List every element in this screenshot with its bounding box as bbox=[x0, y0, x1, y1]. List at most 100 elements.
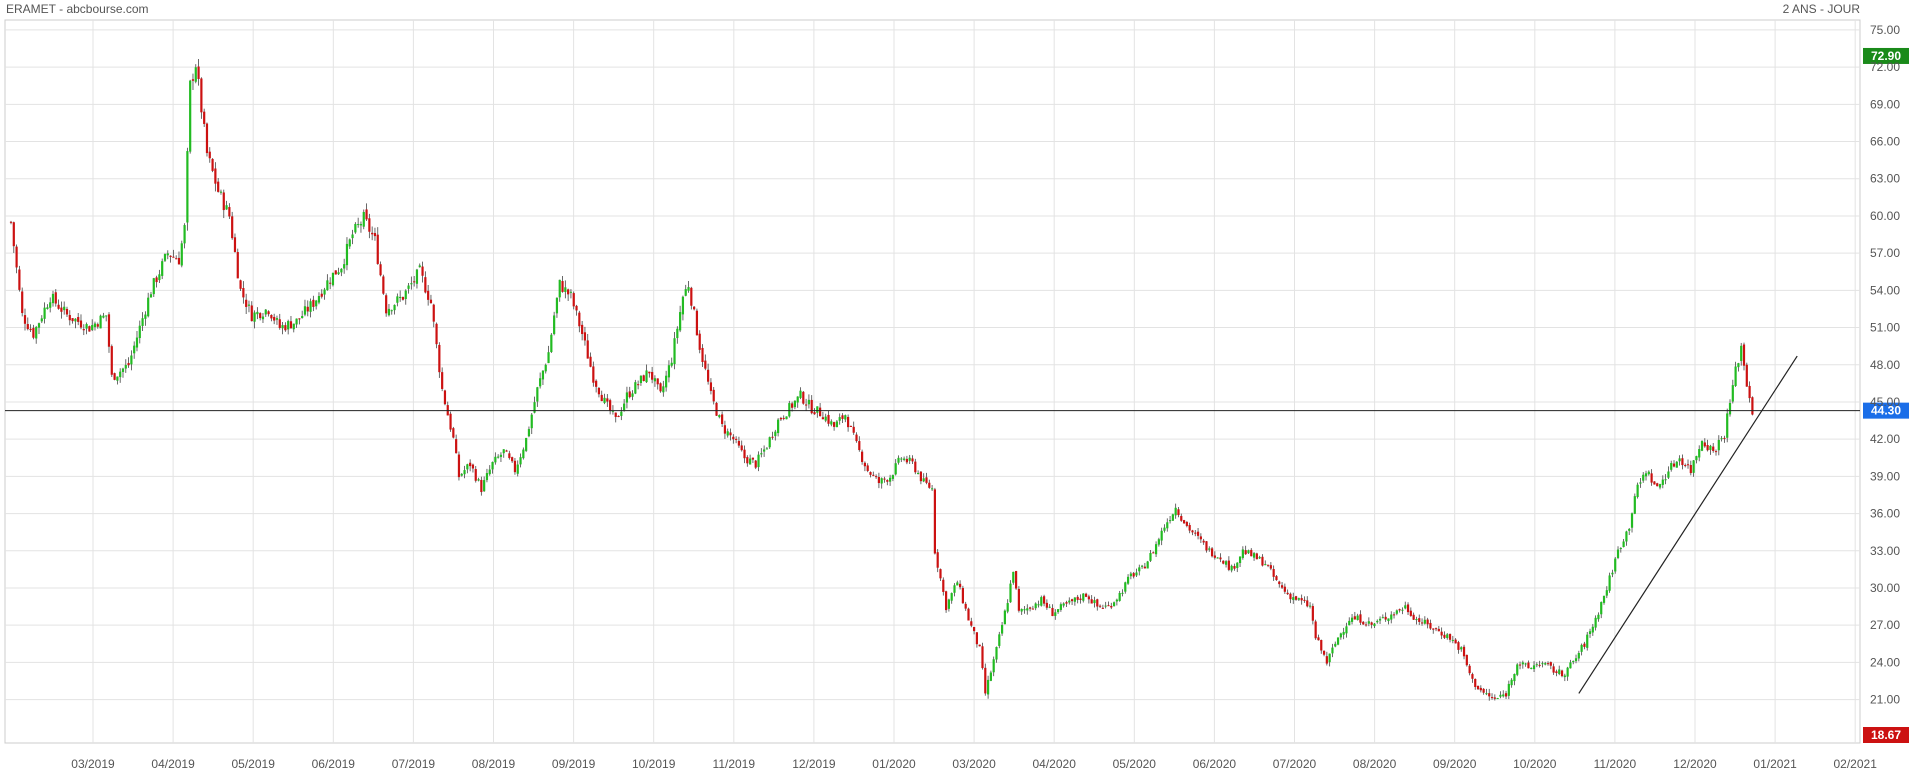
candle-body bbox=[553, 315, 556, 335]
candle bbox=[950, 592, 953, 604]
x-tick-label: 04/2019 bbox=[151, 757, 195, 771]
candle bbox=[141, 312, 144, 331]
candle bbox=[1392, 612, 1396, 619]
candle-body bbox=[810, 399, 813, 414]
candle bbox=[944, 590, 948, 613]
candle bbox=[102, 312, 105, 319]
candle-body bbox=[1726, 413, 1729, 438]
candle-body bbox=[68, 314, 71, 321]
candle-body bbox=[1241, 549, 1244, 558]
x-tick-label: 02/2021 bbox=[1834, 757, 1878, 771]
candle-body bbox=[1740, 345, 1743, 361]
candle bbox=[1208, 546, 1211, 552]
candle-body bbox=[816, 406, 819, 413]
candle bbox=[404, 289, 407, 305]
candle-body bbox=[502, 449, 505, 454]
candle-body bbox=[343, 264, 346, 269]
candle bbox=[889, 474, 892, 486]
candle-body bbox=[763, 449, 766, 452]
candle-body bbox=[1320, 639, 1323, 651]
candle-body bbox=[721, 414, 724, 425]
candle-body bbox=[908, 457, 911, 461]
candle bbox=[261, 313, 265, 323]
candle bbox=[1194, 530, 1197, 537]
candle bbox=[1124, 581, 1127, 594]
candle-body bbox=[365, 209, 368, 220]
candle bbox=[292, 323, 295, 333]
candle bbox=[29, 324, 32, 332]
candle-body bbox=[295, 318, 298, 325]
candle-body bbox=[1138, 567, 1141, 572]
candle bbox=[861, 449, 864, 465]
candle-body bbox=[275, 318, 279, 320]
candle-body bbox=[1378, 618, 1382, 621]
candle bbox=[15, 244, 18, 274]
candle-body bbox=[329, 282, 332, 284]
candle bbox=[1572, 660, 1575, 665]
candle bbox=[1056, 609, 1060, 614]
candle-body bbox=[1219, 557, 1222, 560]
candle-body bbox=[438, 344, 441, 373]
candle-body bbox=[1322, 650, 1326, 655]
candle bbox=[947, 598, 950, 612]
candle-body bbox=[1485, 693, 1488, 695]
candle-body bbox=[183, 225, 186, 244]
candle-body bbox=[289, 321, 293, 329]
candle bbox=[163, 253, 167, 263]
candle bbox=[281, 321, 284, 335]
candle-body bbox=[656, 378, 659, 385]
y-axis: 75.00 72.00 69.00 66.00 63.00 60.00 57.00 54.00… bbox=[1870, 23, 1900, 707]
candle-body bbox=[572, 293, 575, 307]
candle bbox=[371, 226, 374, 241]
candle-body bbox=[555, 297, 559, 314]
chart-period: 2 ANS - JOUR bbox=[1782, 2, 1860, 16]
candle bbox=[1390, 611, 1393, 624]
candle bbox=[1658, 483, 1662, 490]
candle bbox=[1034, 602, 1037, 611]
candle bbox=[1692, 459, 1695, 477]
candle bbox=[275, 315, 279, 325]
candle bbox=[1695, 455, 1698, 464]
candle-body bbox=[1552, 666, 1555, 673]
candle bbox=[1642, 472, 1645, 483]
candle bbox=[149, 291, 153, 298]
candle bbox=[880, 477, 883, 489]
candle bbox=[1079, 594, 1082, 604]
candle-body bbox=[471, 464, 475, 469]
plot-border bbox=[4, 19, 1861, 744]
candle bbox=[883, 476, 886, 483]
candle bbox=[939, 568, 942, 582]
candle-body bbox=[1574, 658, 1578, 662]
candle-body bbox=[1101, 607, 1104, 609]
candle bbox=[1437, 626, 1440, 632]
candle bbox=[1093, 596, 1096, 608]
candle-body bbox=[1230, 565, 1233, 571]
candle bbox=[12, 221, 15, 253]
candle bbox=[1574, 654, 1578, 664]
candle-body bbox=[1009, 583, 1012, 603]
candle-body bbox=[760, 453, 763, 455]
candle-body bbox=[390, 310, 393, 312]
candle bbox=[228, 203, 231, 219]
candle bbox=[1084, 592, 1088, 598]
candle bbox=[606, 394, 609, 407]
candle bbox=[695, 308, 699, 336]
candle-body bbox=[1264, 564, 1267, 566]
candle bbox=[642, 374, 645, 382]
candle-body bbox=[455, 439, 458, 454]
y-tick-label: 75.00 bbox=[1870, 23, 1900, 37]
y-tick-label: 33.00 bbox=[1870, 544, 1900, 558]
candle-body bbox=[488, 469, 491, 475]
candle bbox=[1681, 454, 1684, 470]
candle bbox=[1152, 551, 1155, 554]
candle-body bbox=[1073, 597, 1076, 602]
candle bbox=[410, 276, 413, 290]
candle bbox=[340, 268, 343, 277]
candle-body bbox=[144, 314, 147, 319]
candle-body bbox=[1384, 616, 1387, 620]
candle-body bbox=[82, 329, 85, 331]
candle bbox=[1118, 590, 1121, 602]
candle bbox=[1182, 519, 1186, 524]
candle bbox=[65, 306, 69, 317]
